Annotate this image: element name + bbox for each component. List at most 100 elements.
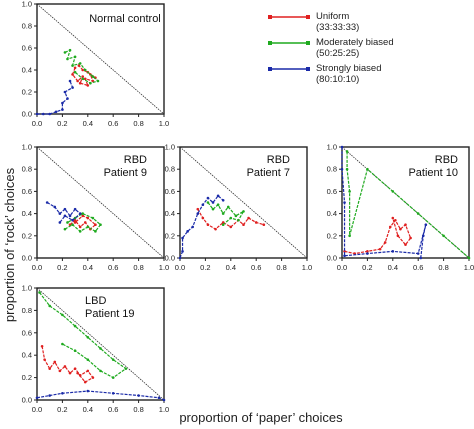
y-tick-label: 0.6 xyxy=(22,44,32,53)
data-point xyxy=(340,145,344,149)
y-tick-label: 0.0 xyxy=(22,110,32,119)
legend-label: Moderately biased xyxy=(316,37,394,48)
panel-title: Patient 7 xyxy=(247,167,290,179)
panel-title: Patient 9 xyxy=(104,167,147,179)
data-point xyxy=(81,77,85,81)
diagonal-line xyxy=(179,146,308,259)
data-point xyxy=(99,223,102,226)
x-tick-label: 1.0 xyxy=(159,119,169,128)
data-point xyxy=(345,150,349,153)
y-tick-label: 0.2 xyxy=(327,231,337,240)
y-tick-label: 1.0 xyxy=(22,0,32,9)
data-point xyxy=(467,256,471,260)
data-point xyxy=(81,68,85,72)
data-point xyxy=(196,212,200,215)
data-point xyxy=(409,236,412,240)
data-point xyxy=(242,210,245,213)
diagonal-line xyxy=(341,146,470,259)
data-point xyxy=(157,396,161,400)
data-point xyxy=(416,252,420,255)
data-point xyxy=(343,201,346,204)
panel-1: 0.0 0.2 0.4 0.6 0.8 1.0 0.0 0.2 0.4 0.6 0.8 1.0 Norm… xyxy=(22,0,170,128)
legend-marker xyxy=(306,15,310,19)
x-tick-label: 0.6 xyxy=(413,263,423,272)
x-tick-label: 0.2 xyxy=(57,119,67,128)
x-tick-label: 1.0 xyxy=(159,263,169,272)
series-moderately-biased xyxy=(345,150,471,260)
panel-2: 0.0 0.2 0.4 0.6 0.8 1.0 0.0 0.2 0.4 0.6 0.8 1.0 RBDP… xyxy=(22,143,170,273)
series-line xyxy=(207,202,246,226)
y-tick-label: 0.0 xyxy=(22,254,32,263)
data-point xyxy=(35,112,39,116)
data-point xyxy=(81,212,85,215)
data-point xyxy=(86,225,90,229)
legend-item: Strongly biased(80:10:10) xyxy=(268,63,381,85)
data-point xyxy=(58,369,62,373)
data-point xyxy=(421,234,425,238)
data-point xyxy=(71,73,74,76)
data-point xyxy=(383,241,387,244)
data-point xyxy=(40,344,44,348)
data-point xyxy=(73,207,77,211)
data-point xyxy=(76,79,79,83)
data-point xyxy=(38,291,41,294)
data-point xyxy=(73,349,77,353)
series-strongly-biased xyxy=(340,145,428,260)
y-tick-label: 0.6 xyxy=(22,328,32,337)
data-point xyxy=(216,194,220,198)
data-point xyxy=(86,335,90,339)
y-tick-label: 0.2 xyxy=(22,88,32,97)
data-point xyxy=(388,225,392,229)
data-point xyxy=(71,218,74,222)
data-point xyxy=(73,324,77,328)
series-line xyxy=(179,194,224,259)
series-moderately-biased xyxy=(206,201,246,226)
data-point xyxy=(394,218,397,222)
data-point xyxy=(66,97,69,100)
data-point xyxy=(137,394,140,397)
series-line xyxy=(36,390,165,401)
data-point xyxy=(124,367,128,370)
data-point xyxy=(43,358,46,361)
data-point xyxy=(78,212,82,215)
data-point xyxy=(42,112,45,116)
x-tick-label: 0.2 xyxy=(57,263,67,272)
data-point xyxy=(71,86,74,89)
legend-ratio: (50:25:25) xyxy=(316,48,359,59)
legend: Uniform(33:33:33) Moderately biased(50:25… xyxy=(268,11,394,85)
series-strongly-biased xyxy=(35,389,166,402)
x-tick-label: 0.2 xyxy=(200,263,210,272)
y-tick-label: 1.0 xyxy=(22,284,32,293)
data-point xyxy=(226,205,230,209)
x-tick-label: 1.0 xyxy=(302,263,312,272)
data-point xyxy=(206,201,210,204)
data-point xyxy=(96,79,100,83)
data-point xyxy=(214,227,217,231)
data-point xyxy=(66,221,69,224)
data-point xyxy=(99,347,102,350)
data-point xyxy=(94,230,97,233)
data-point xyxy=(48,304,51,308)
data-point xyxy=(211,207,215,211)
panel-title: RBD xyxy=(124,154,147,166)
y-tick-label: 0.2 xyxy=(22,373,32,382)
data-point xyxy=(343,250,346,253)
legend-marker xyxy=(268,15,272,19)
x-tick-label: 0.0 xyxy=(32,119,42,128)
data-point xyxy=(221,198,225,202)
series-strongly-biased xyxy=(35,79,74,116)
y-tick-label: 0.8 xyxy=(22,165,32,174)
data-point xyxy=(416,212,420,215)
data-point xyxy=(237,218,240,222)
y-tick-label: 0.4 xyxy=(22,351,32,360)
data-point xyxy=(247,216,250,220)
data-point xyxy=(48,394,51,397)
data-point xyxy=(63,214,67,218)
y-axis-title: proportion of ‘rock’ choices xyxy=(2,167,17,322)
y-tick-label: 1.0 xyxy=(327,143,337,152)
data-point xyxy=(58,221,62,224)
data-point xyxy=(391,250,395,253)
data-point xyxy=(343,254,346,258)
data-point xyxy=(78,81,82,85)
